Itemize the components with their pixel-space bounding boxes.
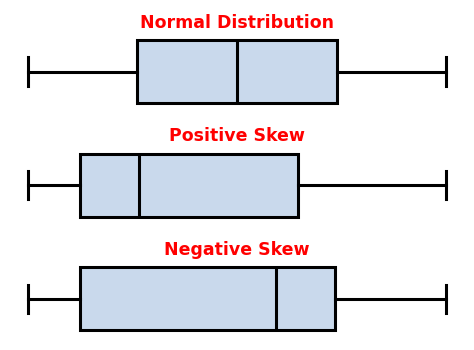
Bar bbox=[137, 40, 337, 103]
Text: Positive Skew: Positive Skew bbox=[169, 127, 305, 145]
Text: Normal Distribution: Normal Distribution bbox=[140, 14, 334, 32]
Bar bbox=[80, 154, 299, 217]
Text: Negative Skew: Negative Skew bbox=[164, 241, 310, 259]
Bar bbox=[80, 267, 335, 330]
